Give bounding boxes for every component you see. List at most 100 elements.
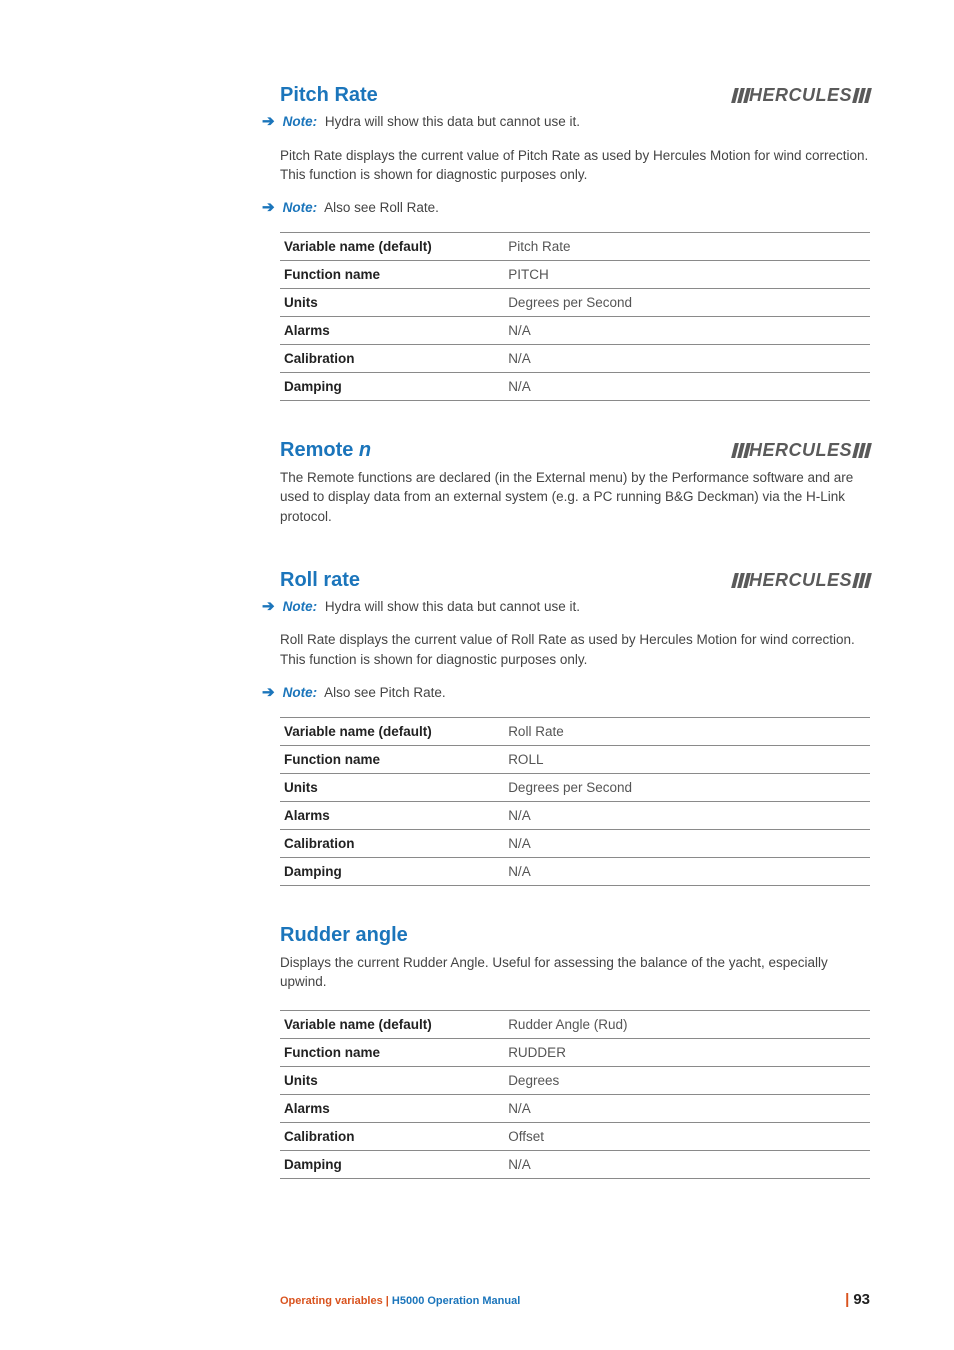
- table-row: UnitsDegrees per Second: [280, 288, 870, 316]
- table-label: Calibration: [280, 829, 504, 857]
- table-label: Function name: [280, 260, 504, 288]
- table-row: UnitsDegrees: [280, 1066, 870, 1094]
- table-row: UnitsDegrees per Second: [280, 773, 870, 801]
- section-title-pitch-rate: Pitch Rate: [280, 84, 378, 107]
- arrow-right-icon: ➔: [262, 684, 275, 702]
- body-text: The Remote functions are declared (in th…: [280, 468, 870, 527]
- table-label: Units: [280, 773, 504, 801]
- table-row: Function nameRUDDER: [280, 1038, 870, 1066]
- body-text: Displays the current Rudder Angle. Usefu…: [280, 953, 870, 992]
- table-value: Degrees: [504, 1066, 870, 1094]
- body-text: Pitch Rate displays the current value of…: [280, 146, 870, 185]
- table-row: Variable name (default)Rudder Angle (Rud…: [280, 1010, 870, 1038]
- table-label: Calibration: [280, 1122, 504, 1150]
- table-value: N/A: [504, 801, 870, 829]
- note-text: Also see Pitch Rate.: [324, 685, 446, 700]
- table-value: RUDDER: [504, 1038, 870, 1066]
- section-title-roll-rate: Roll rate: [280, 569, 360, 592]
- hercules-logo: HERCULES: [733, 570, 870, 591]
- table-value: N/A: [504, 1094, 870, 1122]
- table-value: Degrees per Second: [504, 288, 870, 316]
- hercules-text: HERCULES: [749, 570, 852, 591]
- hercules-logo: HERCULES: [733, 440, 870, 461]
- table-row: Variable name (default)Roll Rate: [280, 717, 870, 745]
- arrow-right-icon: ➔: [262, 199, 275, 217]
- note-line: ➔ Note: Hydra will show this data but ca…: [262, 113, 870, 132]
- hercules-text: HERCULES: [749, 85, 852, 106]
- title-pre: Remote: [280, 439, 359, 461]
- hercules-text: HERCULES: [749, 440, 852, 461]
- note-line: ➔ Note: Also see Roll Rate.: [262, 199, 870, 218]
- table-value: N/A: [504, 372, 870, 400]
- note-text: Also see Roll Rate.: [324, 200, 439, 215]
- arrow-right-icon: ➔: [262, 113, 275, 131]
- hercules-bars-icon: [852, 443, 872, 458]
- footer-section: Operating variables: [280, 1295, 386, 1307]
- page-footer: Operating variables | H5000 Operation Ma…: [280, 1291, 870, 1308]
- note-text: Hydra will show this data but cannot use…: [325, 599, 580, 614]
- table-value: Pitch Rate: [504, 232, 870, 260]
- table-label: Damping: [280, 1150, 504, 1178]
- rudder-angle-table: Variable name (default)Rudder Angle (Rud…: [280, 1010, 870, 1179]
- hercules-bars-icon: [731, 573, 751, 588]
- hercules-bars-icon: [852, 573, 872, 588]
- note-label: Note:: [283, 114, 318, 129]
- table-row: CalibrationOffset: [280, 1122, 870, 1150]
- hercules-bars-icon: [731, 443, 751, 458]
- table-row: DampingN/A: [280, 857, 870, 885]
- table-row: DampingN/A: [280, 372, 870, 400]
- table-label: Function name: [280, 1038, 504, 1066]
- pitch-rate-table: Variable name (default)Pitch Rate Functi…: [280, 232, 870, 401]
- note-label: Note:: [283, 599, 318, 614]
- footer-manual-title: H5000 Operation Manual: [392, 1295, 520, 1307]
- table-row: AlarmsN/A: [280, 316, 870, 344]
- table-label: Alarms: [280, 801, 504, 829]
- table-row: Function namePITCH: [280, 260, 870, 288]
- table-label: Variable name (default): [280, 717, 504, 745]
- table-row: Function nameROLL: [280, 745, 870, 773]
- table-value: N/A: [504, 1150, 870, 1178]
- note-label: Note:: [283, 685, 318, 700]
- table-label: Damping: [280, 372, 504, 400]
- section-title-remote-n: Remote n: [280, 439, 371, 462]
- table-value: Roll Rate: [504, 717, 870, 745]
- hercules-bars-icon: [852, 88, 872, 103]
- table-label: Function name: [280, 745, 504, 773]
- page-number-value: 93: [853, 1291, 870, 1308]
- hercules-logo: HERCULES: [733, 85, 870, 106]
- page-number-bar: |: [845, 1291, 849, 1308]
- table-row: CalibrationN/A: [280, 829, 870, 857]
- table-value: N/A: [504, 829, 870, 857]
- table-value: Rudder Angle (Rud): [504, 1010, 870, 1038]
- table-label: Alarms: [280, 1094, 504, 1122]
- page-number: |93: [845, 1291, 870, 1308]
- table-label: Calibration: [280, 344, 504, 372]
- section-title-rudder-angle: Rudder angle: [280, 924, 408, 947]
- note-line: ➔ Note: Hydra will show this data but ca…: [262, 598, 870, 617]
- note-label: Note:: [283, 200, 318, 215]
- table-value: Offset: [504, 1122, 870, 1150]
- table-row: DampingN/A: [280, 1150, 870, 1178]
- note-text: Hydra will show this data but cannot use…: [325, 114, 580, 129]
- table-label: Variable name (default): [280, 1010, 504, 1038]
- body-text: Roll Rate displays the current value of …: [280, 630, 870, 669]
- table-label: Units: [280, 1066, 504, 1094]
- footer-breadcrumb: Operating variables | H5000 Operation Ma…: [280, 1295, 520, 1307]
- table-row: AlarmsN/A: [280, 801, 870, 829]
- table-label: Variable name (default): [280, 232, 504, 260]
- table-value: N/A: [504, 857, 870, 885]
- title-italic-n: n: [359, 439, 371, 461]
- arrow-right-icon: ➔: [262, 598, 275, 616]
- roll-rate-table: Variable name (default)Roll Rate Functio…: [280, 717, 870, 886]
- table-row: CalibrationN/A: [280, 344, 870, 372]
- note-line: ➔ Note: Also see Pitch Rate.: [262, 684, 870, 703]
- table-value: Degrees per Second: [504, 773, 870, 801]
- table-value: N/A: [504, 316, 870, 344]
- table-row: Variable name (default)Pitch Rate: [280, 232, 870, 260]
- table-label: Units: [280, 288, 504, 316]
- hercules-bars-icon: [731, 88, 751, 103]
- table-label: Damping: [280, 857, 504, 885]
- table-label: Alarms: [280, 316, 504, 344]
- table-row: AlarmsN/A: [280, 1094, 870, 1122]
- table-value: ROLL: [504, 745, 870, 773]
